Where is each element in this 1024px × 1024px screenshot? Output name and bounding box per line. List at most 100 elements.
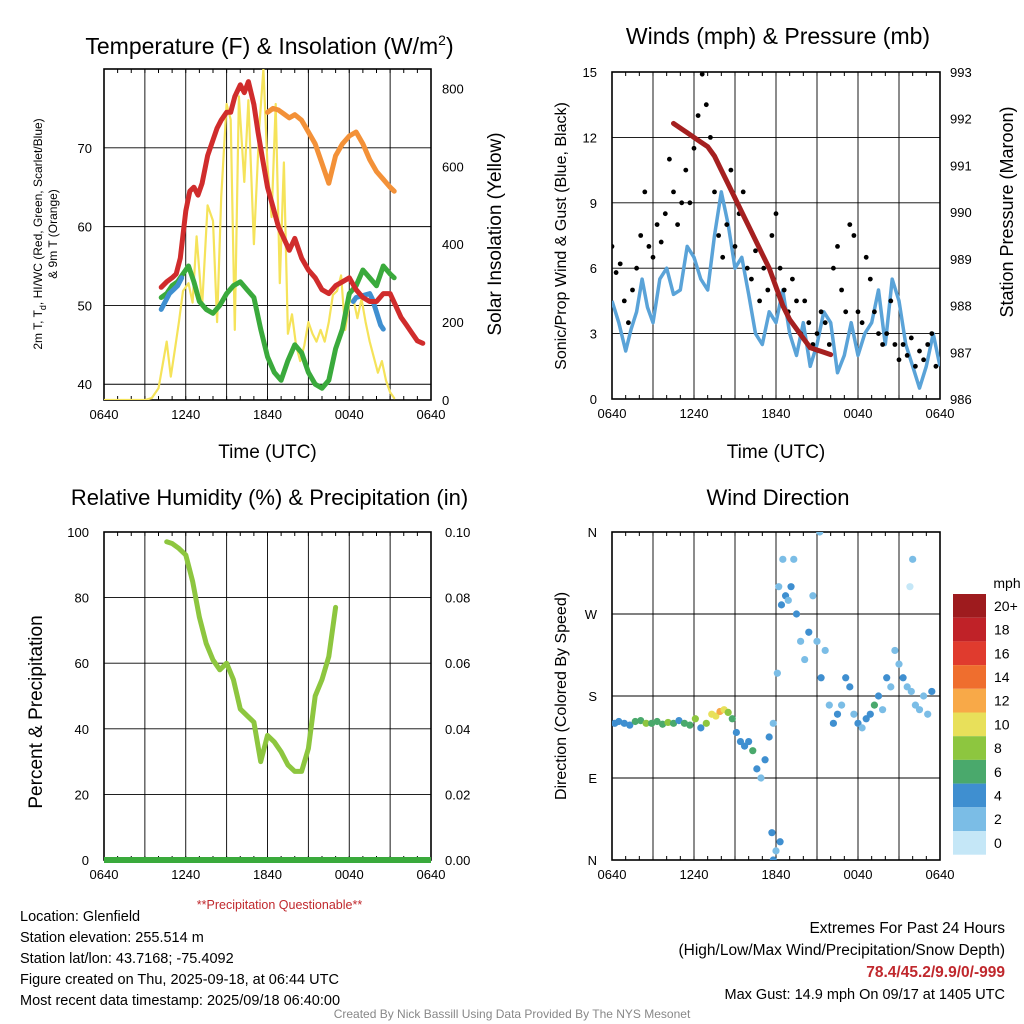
direction-point xyxy=(895,660,903,668)
legend-label: 14 xyxy=(994,669,1010,685)
direction-point xyxy=(626,721,634,729)
direction-point xyxy=(686,721,694,729)
direction-point xyxy=(772,847,780,855)
legend-swatch xyxy=(953,736,986,760)
direction-point xyxy=(838,701,846,709)
y-tick-label-left: 9 xyxy=(590,196,597,211)
direction-point xyxy=(899,674,907,682)
series-wind_chill xyxy=(158,275,185,312)
y-tick-label-right: 992 xyxy=(950,112,972,127)
gust-point xyxy=(683,167,689,173)
winds-ylabel-right: Station Pressure (Maroon) xyxy=(997,106,1017,317)
legend-label: 18 xyxy=(994,622,1010,638)
gust-point xyxy=(859,320,865,326)
y-tick-label-right: 990 xyxy=(950,205,972,220)
credit-line: Created By Nick Bassill Using Data Provi… xyxy=(333,1007,691,1021)
legend-swatch xyxy=(953,665,986,689)
y-tick-label-left: 60 xyxy=(78,220,92,235)
direction-point xyxy=(773,669,781,677)
gust-point xyxy=(855,309,861,315)
gust-point xyxy=(777,265,783,271)
legend-label: 20+ xyxy=(994,598,1018,614)
gust-point xyxy=(929,331,935,336)
y-tick-label-left: 40 xyxy=(78,377,92,392)
direction-point xyxy=(920,692,928,700)
direction-point xyxy=(775,583,783,591)
series-insolation xyxy=(104,69,396,400)
gust-point xyxy=(753,248,758,254)
winds-xlabel: Time (UTC) xyxy=(727,442,826,463)
temperature-panel: 40 50 60 70 0 200 400 600 800 0640 1240 1840 0040 064… xyxy=(31,32,506,463)
y-tick-label-left: 3 xyxy=(590,327,597,342)
gust-point xyxy=(794,298,799,304)
direction-point xyxy=(749,747,757,755)
y-tick-label-right: 0.00 xyxy=(445,853,470,868)
y-tick-label-left: 15 xyxy=(583,65,597,80)
direction-point xyxy=(866,710,874,718)
y-tick-label-right: 0.06 xyxy=(445,656,470,671)
direction-point xyxy=(761,756,769,764)
legend-label: 8 xyxy=(994,740,1002,756)
gust-point xyxy=(908,335,914,341)
direction-point xyxy=(779,555,787,563)
x-tick-label: 0040 xyxy=(335,407,364,422)
max-gust: Max Gust: 14.9 mph On 09/17 at 1405 UTC xyxy=(724,987,1005,1003)
direction-point xyxy=(765,733,773,741)
x-tick-label: 1240 xyxy=(680,867,709,882)
speed-legend: mph 20+ 18 16 14 12 10 8 6 4 2 0 xyxy=(953,575,1021,855)
humidity-panel: 0 20 40 60 80 100 0.00 0.02 0.04 0.06 0.08 0.10 0640… xyxy=(26,485,470,912)
direction-point xyxy=(784,596,792,604)
gust-point xyxy=(724,222,730,228)
direction-point xyxy=(631,717,639,726)
series-pressure xyxy=(671,120,834,358)
series-dewpoint xyxy=(158,263,397,391)
gust-point xyxy=(847,222,853,228)
direction-point xyxy=(702,719,710,727)
x-tick-label: 0640 xyxy=(598,867,627,882)
gust-point xyxy=(638,233,644,238)
direction-point xyxy=(745,737,753,746)
x-tick-label: 1240 xyxy=(680,406,709,421)
gust-point xyxy=(687,200,693,206)
legend-swatch xyxy=(953,807,986,831)
y-tick-label-left: 80 xyxy=(75,591,89,606)
direction-point xyxy=(821,646,829,655)
direction-point xyxy=(874,692,883,700)
gust-point xyxy=(613,270,619,275)
gust-point xyxy=(765,287,771,293)
direction-point xyxy=(829,719,838,727)
direction-point xyxy=(724,708,732,717)
direction-point xyxy=(887,683,895,691)
gust-point xyxy=(814,331,820,336)
gust-point xyxy=(884,331,890,336)
legend-swatch xyxy=(953,617,986,642)
x-tick-label: 1840 xyxy=(253,867,282,882)
gust-point xyxy=(933,363,939,369)
gust-point xyxy=(662,211,668,217)
station-info: Location: Glenfield Station elevation: 2… xyxy=(20,907,340,1012)
direction-point xyxy=(769,719,777,727)
y-tick-label-right: 0 xyxy=(442,393,449,408)
gust-point xyxy=(867,276,873,282)
humidity-title: Relative Humidity (%) & Precipitation (i… xyxy=(71,485,468,510)
y-tick-label-right: 991 xyxy=(950,158,972,173)
station-elevation: Station elevation: 255.514 m xyxy=(20,930,204,946)
direction-point xyxy=(691,715,699,723)
gust-point xyxy=(679,200,685,206)
gust-point xyxy=(749,276,754,282)
direction-point xyxy=(615,717,623,726)
gust-point xyxy=(818,309,824,315)
direction-point xyxy=(790,555,798,563)
direction-point xyxy=(858,724,866,732)
gust-point xyxy=(896,357,902,363)
direction-point xyxy=(732,728,740,737)
y-tick-label-right: 400 xyxy=(442,237,464,252)
gust-point xyxy=(650,254,656,260)
y-tick-label-left: 0 xyxy=(590,392,597,407)
x-tick-label: 0040 xyxy=(335,867,364,882)
gust-point xyxy=(740,189,746,195)
direction-point xyxy=(813,637,821,645)
extremes-values: 78.4/45.2/9.9/0/-999 xyxy=(866,964,1005,981)
direction-point xyxy=(906,583,914,591)
gust-point xyxy=(843,309,849,315)
